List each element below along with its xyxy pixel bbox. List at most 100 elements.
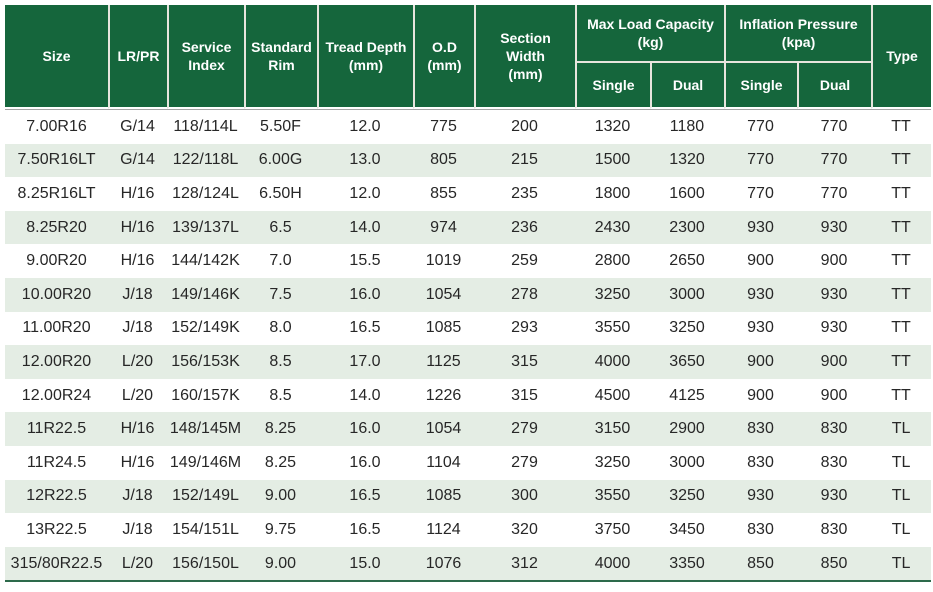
cell-lr-pr: G/14	[108, 143, 167, 178]
cell-max-load-dual: 3250	[650, 479, 725, 514]
cell-od: 1226	[413, 378, 474, 413]
cell-lr-pr: H/16	[108, 210, 167, 245]
cell-type: TT	[871, 210, 932, 245]
cell-service-index: 156/153K	[167, 345, 244, 379]
cell-inflation-single: 770	[724, 109, 798, 144]
cell-tread-depth: 17.0	[317, 345, 413, 379]
cell-inflation-single: 930	[724, 311, 798, 346]
cell-inflation-dual: 900	[797, 345, 872, 379]
table-row: 315/80R22.5 L/20 156/150L 9.00 15.0 1076 312 40…	[5, 546, 932, 583]
cell-size: 12R22.5	[5, 479, 108, 514]
cell-service-index: 149/146M	[167, 445, 244, 480]
cell-max-load-dual: 2900	[650, 412, 725, 446]
cell-service-index: 149/146K	[167, 277, 244, 312]
cell-lr-pr: H/16	[108, 177, 167, 211]
cell-standard-rim: 8.5	[244, 345, 317, 379]
cell-tread-depth: 16.5	[317, 311, 413, 346]
table-row: 8.25R16LT H/16 128/124L 6.50H 12.0 855 235 1800…	[5, 177, 932, 211]
cell-service-index: 128/124L	[167, 177, 244, 211]
cell-max-load-single: 2430	[575, 210, 650, 245]
cell-max-load-single: 3250	[575, 445, 650, 480]
cell-inflation-single: 830	[724, 445, 798, 480]
cell-inflation-single: 900	[724, 378, 798, 413]
cell-type: TL	[871, 445, 932, 480]
cell-section-width: 200	[474, 109, 575, 144]
cell-service-index: 156/150L	[167, 546, 244, 583]
cell-inflation-dual: 930	[797, 210, 872, 245]
cell-max-load-dual: 1320	[650, 143, 725, 178]
cell-section-width: 279	[474, 445, 575, 480]
cell-od: 1085	[413, 479, 474, 514]
col-group-max-load-capacity: Max Load Capacity (kg)	[575, 5, 725, 63]
cell-standard-rim: 6.00G	[244, 143, 317, 178]
cell-od: 1124	[413, 513, 474, 547]
cell-max-load-single: 1320	[575, 109, 650, 144]
cell-max-load-dual: 3450	[650, 513, 725, 547]
cell-standard-rim: 9.00	[244, 546, 317, 583]
cell-inflation-single: 900	[724, 244, 798, 278]
cell-section-width: 236	[474, 210, 575, 245]
cell-inflation-single: 930	[724, 210, 798, 245]
header-row-groups: Size LR/PR Service Index Standard Rim Tr…	[5, 5, 932, 109]
cell-standard-rim: 8.25	[244, 445, 317, 480]
cell-inflation-single: 830	[724, 412, 798, 446]
cell-max-load-dual: 2300	[650, 210, 725, 245]
cell-service-index: 154/151L	[167, 513, 244, 547]
header-row-sub: Single Dual Single Dual	[5, 63, 931, 109]
cell-section-width: 235	[474, 177, 575, 211]
cell-tread-depth: 14.0	[317, 378, 413, 413]
cell-max-load-dual: 3650	[650, 345, 725, 379]
cell-max-load-single: 1500	[575, 143, 650, 178]
col-header-od: O.D (mm)	[413, 5, 474, 109]
cell-standard-rim: 8.0	[244, 311, 317, 346]
cell-type: TL	[871, 546, 932, 583]
table-row: 7.50R16LT G/14 122/118L 6.00G 13.0 805 215 1500…	[5, 143, 932, 178]
cell-section-width: 315	[474, 345, 575, 379]
cell-standard-rim: 7.0	[244, 244, 317, 278]
cell-inflation-dual: 900	[797, 378, 872, 413]
cell-inflation-dual: 830	[797, 445, 872, 480]
cell-tread-depth: 16.5	[317, 479, 413, 514]
cell-service-index: 139/137L	[167, 210, 244, 245]
cell-inflation-single: 770	[724, 177, 798, 211]
cell-tread-depth: 16.5	[317, 513, 413, 547]
col-header-max-load-dual: Dual	[650, 63, 725, 109]
cell-standard-rim: 8.5	[244, 378, 317, 413]
cell-section-width: 215	[474, 143, 575, 178]
col-header-tread-depth: Tread Depth (mm)	[317, 5, 413, 109]
table-body: 7.00R16 G/14 118/114L 5.50F 12.0 775 200 1320 11…	[5, 109, 932, 583]
cell-od: 974	[413, 210, 474, 245]
cell-standard-rim: 9.00	[244, 479, 317, 514]
col-header-inflation-single: Single	[724, 63, 798, 109]
cell-inflation-dual: 930	[797, 277, 872, 312]
cell-size: 8.25R16LT	[5, 177, 108, 211]
cell-inflation-single: 850	[724, 546, 798, 583]
cell-size: 11.00R20	[5, 311, 108, 346]
cell-type: TT	[871, 244, 932, 278]
cell-max-load-dual: 4125	[650, 378, 725, 413]
cell-type: TT	[871, 109, 932, 144]
cell-max-load-dual: 2650	[650, 244, 725, 278]
table-row: 13R22.5 J/18 154/151L 9.75 16.5 1124 320 3750 34…	[5, 513, 932, 547]
cell-tread-depth: 13.0	[317, 143, 413, 178]
cell-standard-rim: 7.5	[244, 277, 317, 312]
cell-section-width: 312	[474, 546, 575, 583]
cell-size: 315/80R22.5	[5, 546, 108, 583]
table-row: 11.00R20 J/18 152/149K 8.0 16.5 1085 293 3550 32…	[5, 311, 932, 346]
cell-tread-depth: 16.0	[317, 277, 413, 312]
cell-service-index: 118/114L	[167, 109, 244, 144]
cell-inflation-dual: 770	[797, 143, 872, 178]
cell-inflation-dual: 770	[797, 109, 872, 144]
cell-type: TT	[871, 143, 932, 178]
tire-spec-table-wrap: Size LR/PR Service Index Standard Rim Tr…	[5, 5, 932, 583]
cell-inflation-dual: 830	[797, 412, 872, 446]
cell-max-load-dual: 3350	[650, 546, 725, 583]
cell-lr-pr: J/18	[108, 311, 167, 346]
cell-lr-pr: H/16	[108, 244, 167, 278]
cell-inflation-dual: 900	[797, 244, 872, 278]
cell-lr-pr: L/20	[108, 546, 167, 583]
cell-od: 1076	[413, 546, 474, 583]
cell-size: 9.00R20	[5, 244, 108, 278]
cell-section-width: 320	[474, 513, 575, 547]
col-header-size: Size	[5, 5, 108, 109]
